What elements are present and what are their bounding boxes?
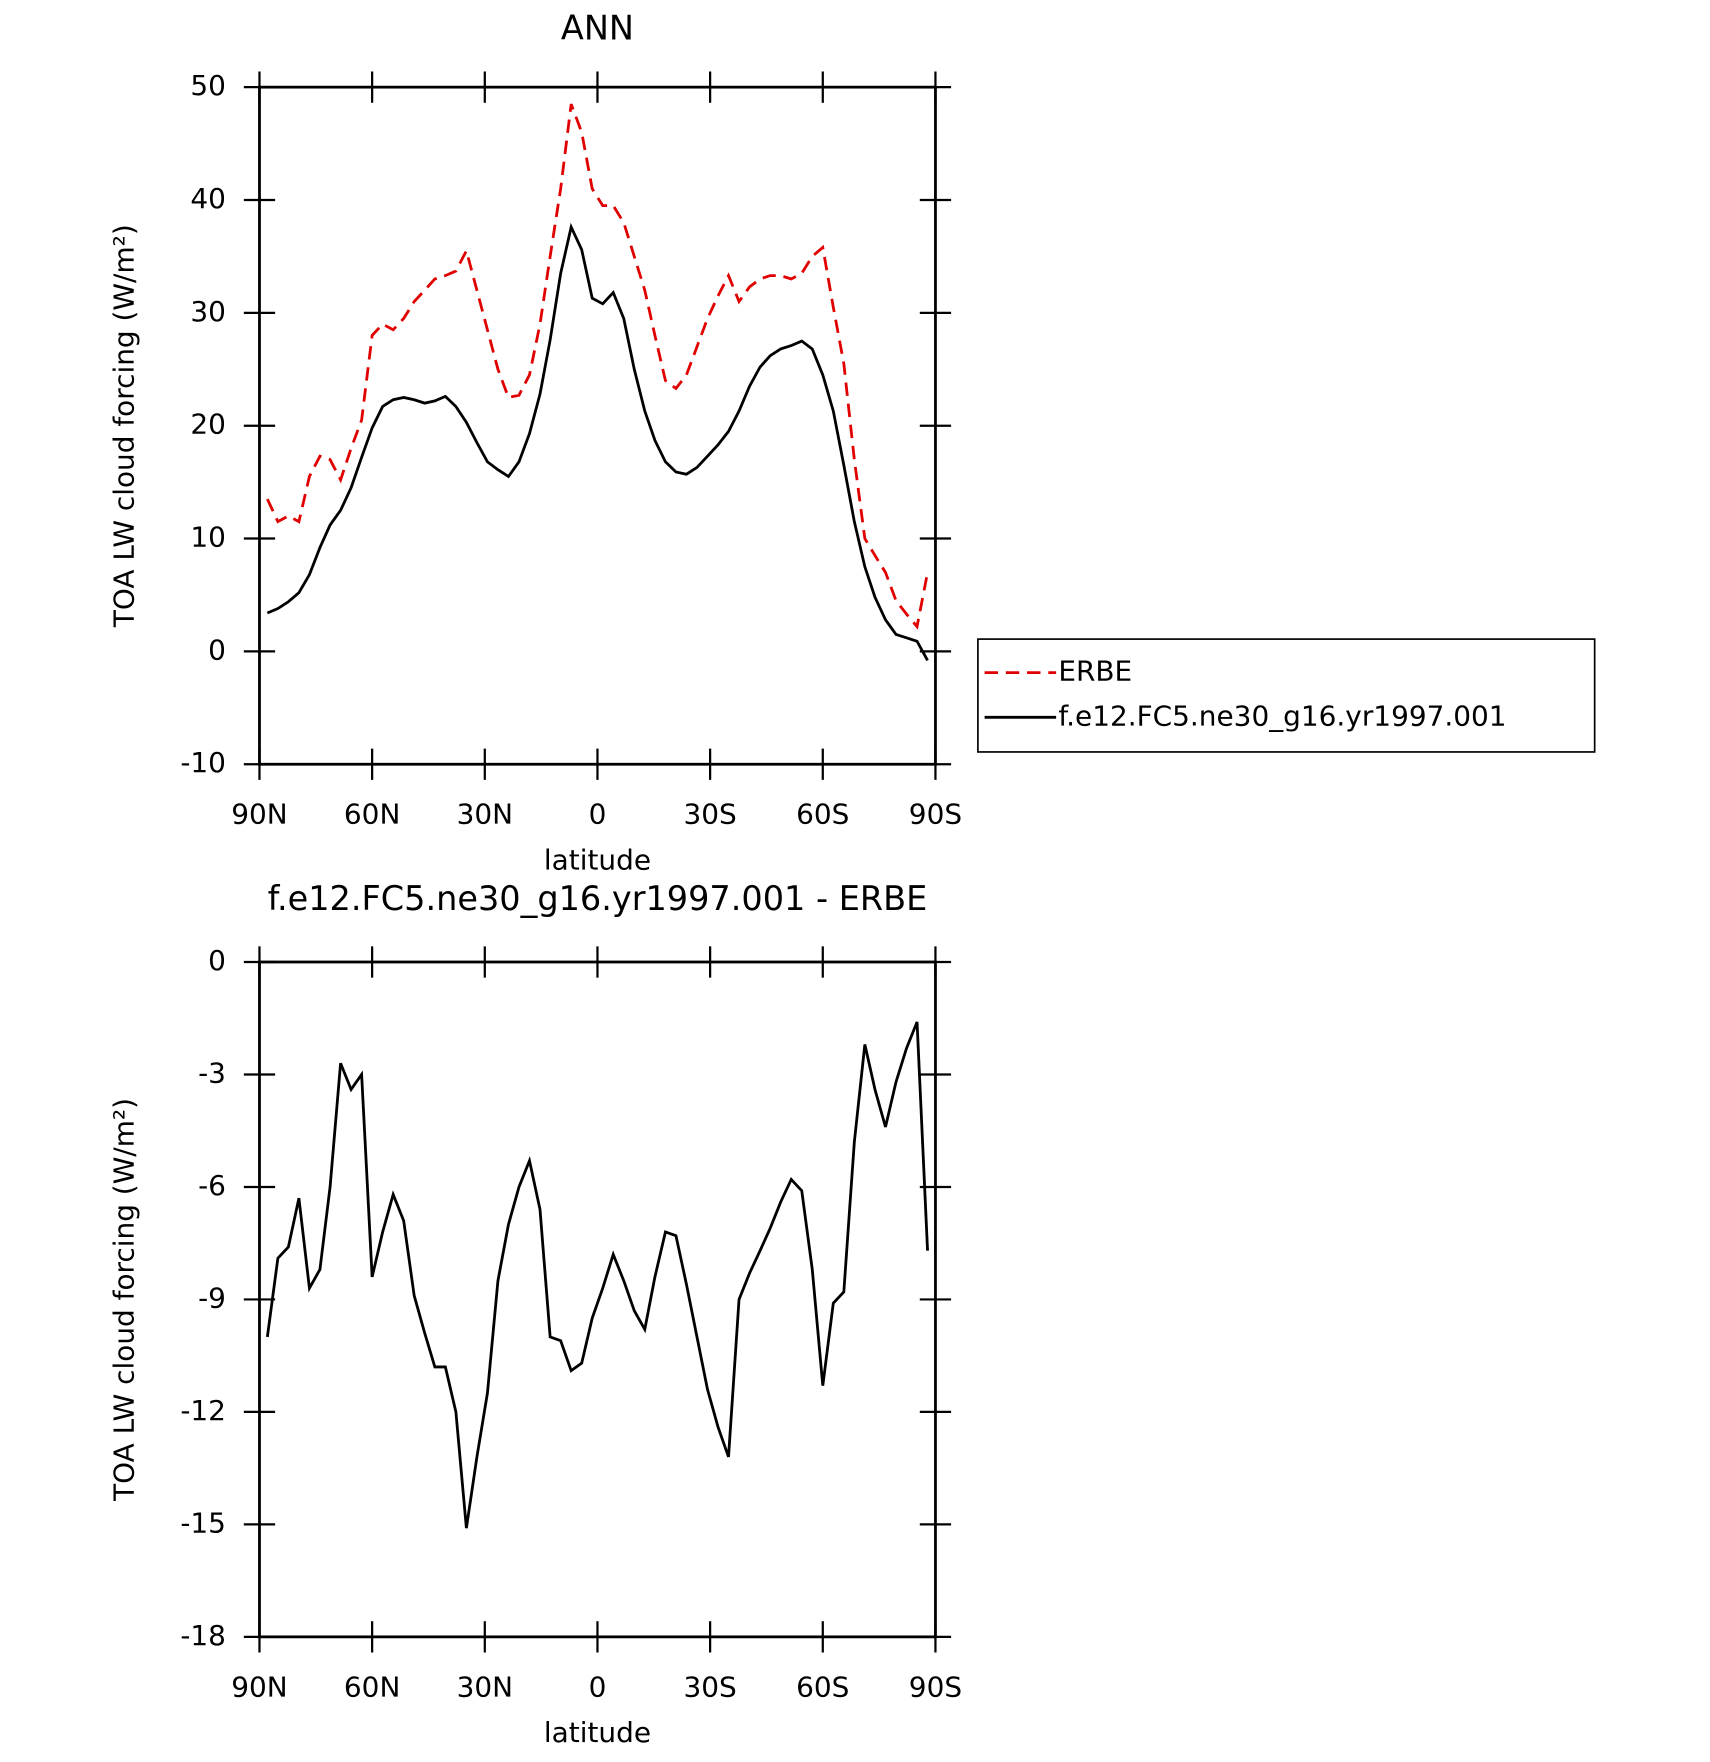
x-tick-label: 60S <box>796 798 849 831</box>
legend-box <box>977 638 1596 753</box>
y-tick-label: 30 <box>190 295 226 328</box>
y-tick-label: 0 <box>208 944 226 977</box>
y-axis-label: TOA LW cloud forcing (W/m²) <box>107 1098 140 1502</box>
x-tick-label: 90S <box>909 1670 962 1703</box>
x-tick-label: 0 <box>589 1670 607 1703</box>
x-tick-label: 30S <box>683 1670 736 1703</box>
y-tick-label: -6 <box>198 1169 226 1202</box>
y-axis-label: TOA LW cloud forcing (W/m²) <box>107 224 140 628</box>
legend-label: f.e12.FC5.ne30_g16.yr1997.001 <box>1058 699 1506 732</box>
y-tick-label: -3 <box>198 1056 226 1089</box>
chart-title: ANN <box>561 9 634 48</box>
x-tick-label: 90N <box>231 798 287 831</box>
x-axis-label: latitude <box>544 1716 651 1749</box>
data-line <box>266 222 929 662</box>
y-tick-label: -12 <box>180 1394 226 1427</box>
y-tick-label: -15 <box>180 1506 226 1539</box>
legend-label: ERBE <box>1058 655 1132 688</box>
x-tick-label: 90S <box>909 798 962 831</box>
x-tick-label: 30S <box>683 798 736 831</box>
chart-title: f.e12.FC5.ne30_g16.yr1997.001 - ERBE <box>268 879 928 918</box>
y-tick-label: -10 <box>180 746 226 779</box>
y-tick-label: 10 <box>190 521 226 554</box>
x-tick-label: 30N <box>457 798 513 831</box>
x-tick-label: 30N <box>457 1670 513 1703</box>
y-tick-label: 50 <box>190 69 226 102</box>
plot-frame <box>258 960 937 1639</box>
x-axis-label: latitude <box>544 843 651 876</box>
plot-frame <box>258 85 937 766</box>
data-line <box>266 103 929 630</box>
y-tick-label: -9 <box>198 1281 226 1314</box>
x-tick-label: 0 <box>589 798 607 831</box>
x-tick-label: 60S <box>796 1670 849 1703</box>
y-tick-label: -18 <box>180 1619 226 1652</box>
x-tick-label: 60N <box>344 1670 400 1703</box>
y-tick-label: 20 <box>190 408 226 441</box>
x-tick-label: 60N <box>344 798 400 831</box>
data-line <box>265 1021 929 1529</box>
x-tick-label: 90N <box>231 1670 287 1703</box>
y-tick-label: 0 <box>208 633 226 666</box>
y-tick-label: 40 <box>190 182 226 215</box>
